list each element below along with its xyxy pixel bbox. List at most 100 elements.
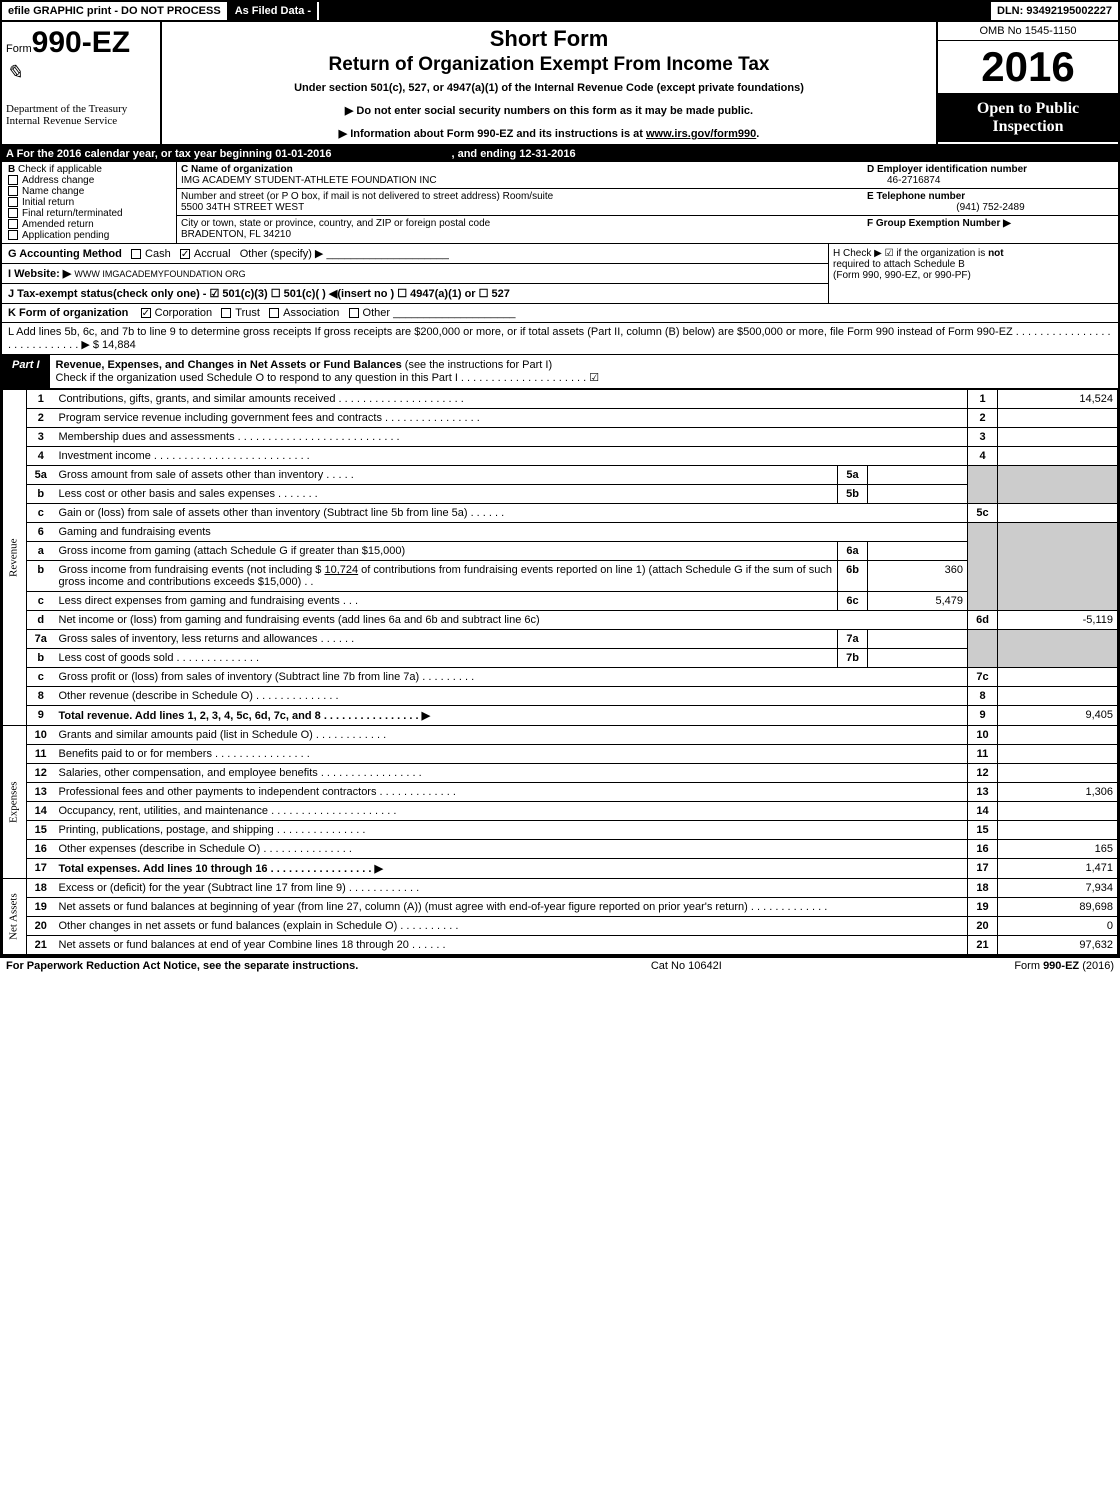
address-change-checkbox[interactable]	[8, 175, 18, 185]
line-5c-text: Gain or (loss) from sale of assets other…	[55, 504, 968, 523]
other-org-checkbox[interactable]	[349, 308, 359, 318]
other-method-label: Other (specify) ▶	[240, 248, 324, 260]
form-ref-a: Form	[1014, 960, 1043, 972]
initial-return-checkbox[interactable]	[8, 197, 18, 207]
line-6b-mini: 6b	[838, 561, 868, 592]
trust-checkbox[interactable]	[221, 308, 231, 318]
irs-link[interactable]: www.irs.gov/form990	[646, 128, 756, 140]
line-7c-num: c	[27, 668, 55, 687]
revenue-side-label: Revenue	[3, 390, 27, 726]
line-2-text: Program service revenue including govern…	[55, 409, 968, 428]
line-11-text: Benefits paid to or for members . . . . …	[55, 745, 968, 764]
l-value: 14,884	[102, 339, 136, 351]
line-19-box: 19	[968, 898, 998, 917]
line-20-text: Other changes in net assets or fund bala…	[55, 917, 968, 936]
part-i-header: Part I Revenue, Expenses, and Changes in…	[2, 355, 1118, 389]
line-15-box: 15	[968, 821, 998, 840]
info-text: ▶ Information about Form 990-EZ and its …	[339, 128, 646, 140]
line-6-text: Gaming and fundraising events	[55, 523, 968, 542]
cash-checkbox[interactable]	[131, 249, 141, 259]
tax-exempt-status: J Tax-exempt status(check only one) - ☑ …	[8, 288, 510, 300]
top-bar: efile GRAPHIC print - DO NOT PROCESS As …	[2, 2, 1118, 22]
phone-label: E Telephone number	[867, 191, 965, 202]
cash-label: Cash	[145, 248, 171, 260]
line-21-box: 21	[968, 936, 998, 955]
under-section: Under section 501(c), 527, or 4947(a)(1)…	[168, 82, 930, 94]
line-17-amt: 1,471	[998, 859, 1118, 879]
line-4-box: 4	[968, 447, 998, 466]
line-16-num: 16	[27, 840, 55, 859]
line-6b-mamt: 360	[868, 561, 968, 592]
line-21-num: 21	[27, 936, 55, 955]
association-checkbox[interactable]	[269, 308, 279, 318]
section-a: A For the 2016 calendar year, or tax yea…	[2, 146, 1118, 162]
line-10-text: Grants and similar amounts paid (list in…	[55, 726, 968, 745]
line-21-text: Net assets or fund balances at end of ye…	[55, 936, 968, 955]
net-assets-side-label: Net Assets	[3, 879, 27, 955]
part-i-sub: (see the instructions for Part I)	[405, 359, 552, 371]
name-change-checkbox[interactable]	[8, 186, 18, 196]
line-4-text: Investment income . . . . . . . . . . . …	[55, 447, 968, 466]
open-line2: Inspection	[940, 118, 1116, 136]
line-5a-mamt	[868, 466, 968, 485]
line-4-num: 4	[27, 447, 55, 466]
line-16-text: Other expenses (describe in Schedule O) …	[55, 840, 968, 859]
line-1-text: Contributions, gifts, grants, and simila…	[55, 390, 968, 409]
accounting-method-label: G Accounting Method	[8, 248, 122, 260]
line-8-box: 8	[968, 687, 998, 706]
line-17-text: Total expenses. Add lines 10 through 16 …	[59, 863, 383, 875]
phone-value: (941) 752-2489	[867, 202, 1114, 213]
dln-number: DLN: 93492195002227	[991, 2, 1118, 20]
application-pending-checkbox[interactable]	[8, 230, 18, 240]
omb-number: OMB No 1545-1150	[938, 22, 1118, 41]
line-11-amt	[998, 745, 1118, 764]
efile-notice: efile GRAPHIC print - DO NOT PROCESS	[2, 2, 229, 20]
script-icon: ✎	[6, 60, 156, 85]
year-begin: A For the 2016 calendar year, or tax yea…	[6, 148, 331, 160]
part-i-check: Check if the organization used Schedule …	[56, 372, 600, 384]
line-18-text: Excess or (deficit) for the year (Subtra…	[55, 879, 968, 898]
line-5c-num: c	[27, 504, 55, 523]
line-2-box: 2	[968, 409, 998, 428]
org-name: IMG ACADEMY STUDENT-ATHLETE FOUNDATION I…	[181, 175, 437, 186]
street: 5500 34TH STREET WEST	[181, 202, 304, 213]
accrual-checkbox[interactable]	[180, 249, 190, 259]
form-ref-c: (2016)	[1079, 960, 1114, 972]
line-7b-num: b	[27, 649, 55, 668]
line-19-text: Net assets or fund balances at beginning…	[55, 898, 968, 917]
catalog-number: Cat No 10642I	[358, 960, 1014, 972]
line-5c-amt	[998, 504, 1118, 523]
group-exemption-label: F Group Exemption Number ▶	[867, 218, 1011, 229]
line-13-amt: 1,306	[998, 783, 1118, 802]
h-text1: H Check ▶ ☑ if the organization is	[833, 248, 988, 259]
line-7b-text: Less cost of goods sold . . . . . . . . …	[55, 649, 838, 668]
line-13-num: 13	[27, 783, 55, 802]
line-6a-num: a	[27, 542, 55, 561]
line-21-amt: 97,632	[998, 936, 1118, 955]
amended-return-label: Amended return	[22, 219, 94, 230]
form-prefix: Form	[6, 43, 32, 55]
association-label: Association	[283, 307, 339, 319]
line-3-box: 3	[968, 428, 998, 447]
line-17-num: 17	[27, 859, 55, 879]
shade-5	[968, 466, 998, 504]
b-label: B	[8, 164, 15, 175]
address-change-label: Address change	[22, 175, 94, 186]
line-2-amt	[998, 409, 1118, 428]
amended-return-checkbox[interactable]	[8, 219, 18, 229]
line-3-amt	[998, 428, 1118, 447]
line-4-amt	[998, 447, 1118, 466]
page-footer: For Paperwork Reduction Act Notice, see …	[0, 957, 1120, 974]
line-5b-mamt	[868, 485, 968, 504]
l-text: L Add lines 5b, 6c, and 7b to line 9 to …	[8, 326, 1111, 351]
line-10-box: 10	[968, 726, 998, 745]
final-return-checkbox[interactable]	[8, 208, 18, 218]
shade-6	[968, 523, 998, 611]
corporation-checkbox[interactable]	[141, 308, 151, 318]
ssn-notice: ▶ Do not enter social security numbers o…	[168, 104, 930, 117]
form-number: 990-EZ	[32, 26, 130, 59]
section-l: L Add lines 5b, 6c, and 7b to line 9 to …	[2, 323, 1118, 355]
line-20-num: 20	[27, 917, 55, 936]
accrual-label: Accrual	[194, 248, 231, 260]
line-12-box: 12	[968, 764, 998, 783]
